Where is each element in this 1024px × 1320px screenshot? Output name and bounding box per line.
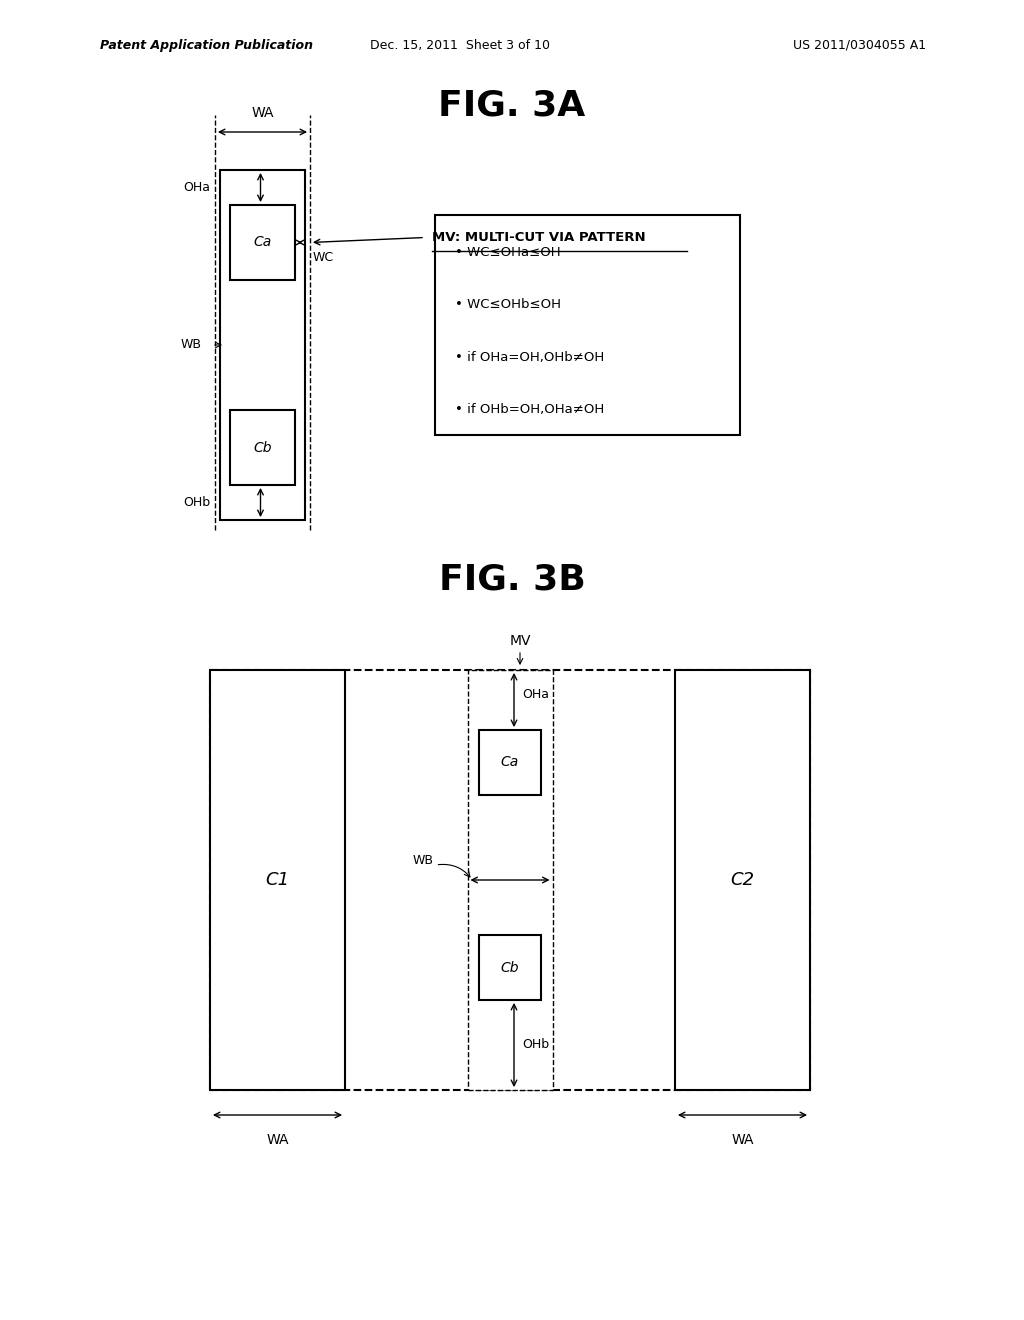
Text: C2: C2: [730, 871, 755, 888]
Bar: [479, 935, 541, 1001]
Bar: [230, 205, 295, 280]
Bar: [479, 730, 541, 795]
Bar: [230, 411, 295, 484]
Bar: [210, 671, 810, 1090]
Bar: [468, 671, 553, 1090]
Bar: [435, 215, 740, 436]
Text: Cb: Cb: [501, 961, 519, 974]
Text: US 2011/0304055 A1: US 2011/0304055 A1: [794, 38, 927, 51]
Text: MV: MV: [509, 634, 530, 648]
Text: C1: C1: [265, 871, 290, 888]
Bar: [210, 671, 345, 1090]
Text: Patent Application Publication: Patent Application Publication: [100, 38, 313, 51]
Text: Ca: Ca: [501, 755, 519, 770]
Bar: [675, 671, 810, 1090]
Text: WA: WA: [266, 1133, 289, 1147]
Text: • WC≤OHb≤OH: • WC≤OHb≤OH: [455, 298, 561, 312]
Text: WA: WA: [731, 1133, 754, 1147]
Text: OHb: OHb: [522, 1039, 549, 1052]
Text: • if OHb=OH,OHa≠OH: • if OHb=OH,OHa≠OH: [455, 403, 604, 416]
Text: OHa: OHa: [183, 181, 210, 194]
Text: Ca: Ca: [253, 235, 271, 249]
Text: OHb: OHb: [183, 496, 210, 510]
Text: WC: WC: [313, 251, 334, 264]
Bar: [220, 170, 305, 520]
Text: FIG. 3B: FIG. 3B: [438, 564, 586, 597]
Text: WB: WB: [181, 338, 202, 351]
Text: WA: WA: [251, 106, 273, 120]
Text: Cb: Cb: [253, 441, 271, 454]
Text: OHa: OHa: [522, 689, 549, 701]
Text: • WC≤OHa≤OH: • WC≤OHa≤OH: [455, 247, 560, 260]
Text: WB: WB: [413, 854, 433, 866]
Text: Dec. 15, 2011  Sheet 3 of 10: Dec. 15, 2011 Sheet 3 of 10: [370, 38, 550, 51]
Text: • if OHa=OH,OHb≠OH: • if OHa=OH,OHb≠OH: [455, 351, 604, 363]
Text: FIG. 3A: FIG. 3A: [438, 88, 586, 121]
Text: MV: MULTI-CUT VIA PATTERN: MV: MULTI-CUT VIA PATTERN: [432, 231, 645, 244]
